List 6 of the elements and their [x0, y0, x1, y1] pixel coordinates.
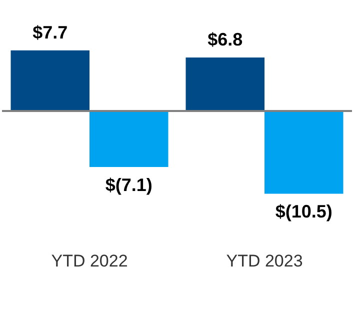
x-tick-label: YTD 2023: [226, 251, 303, 270]
data-label: $(10.5): [275, 202, 332, 222]
data-label: $6.8: [208, 29, 243, 50]
x-tick-label: YTD 2022: [51, 251, 128, 270]
data-label: $7.7: [32, 22, 68, 42]
data-label: $(7.1): [105, 174, 152, 195]
